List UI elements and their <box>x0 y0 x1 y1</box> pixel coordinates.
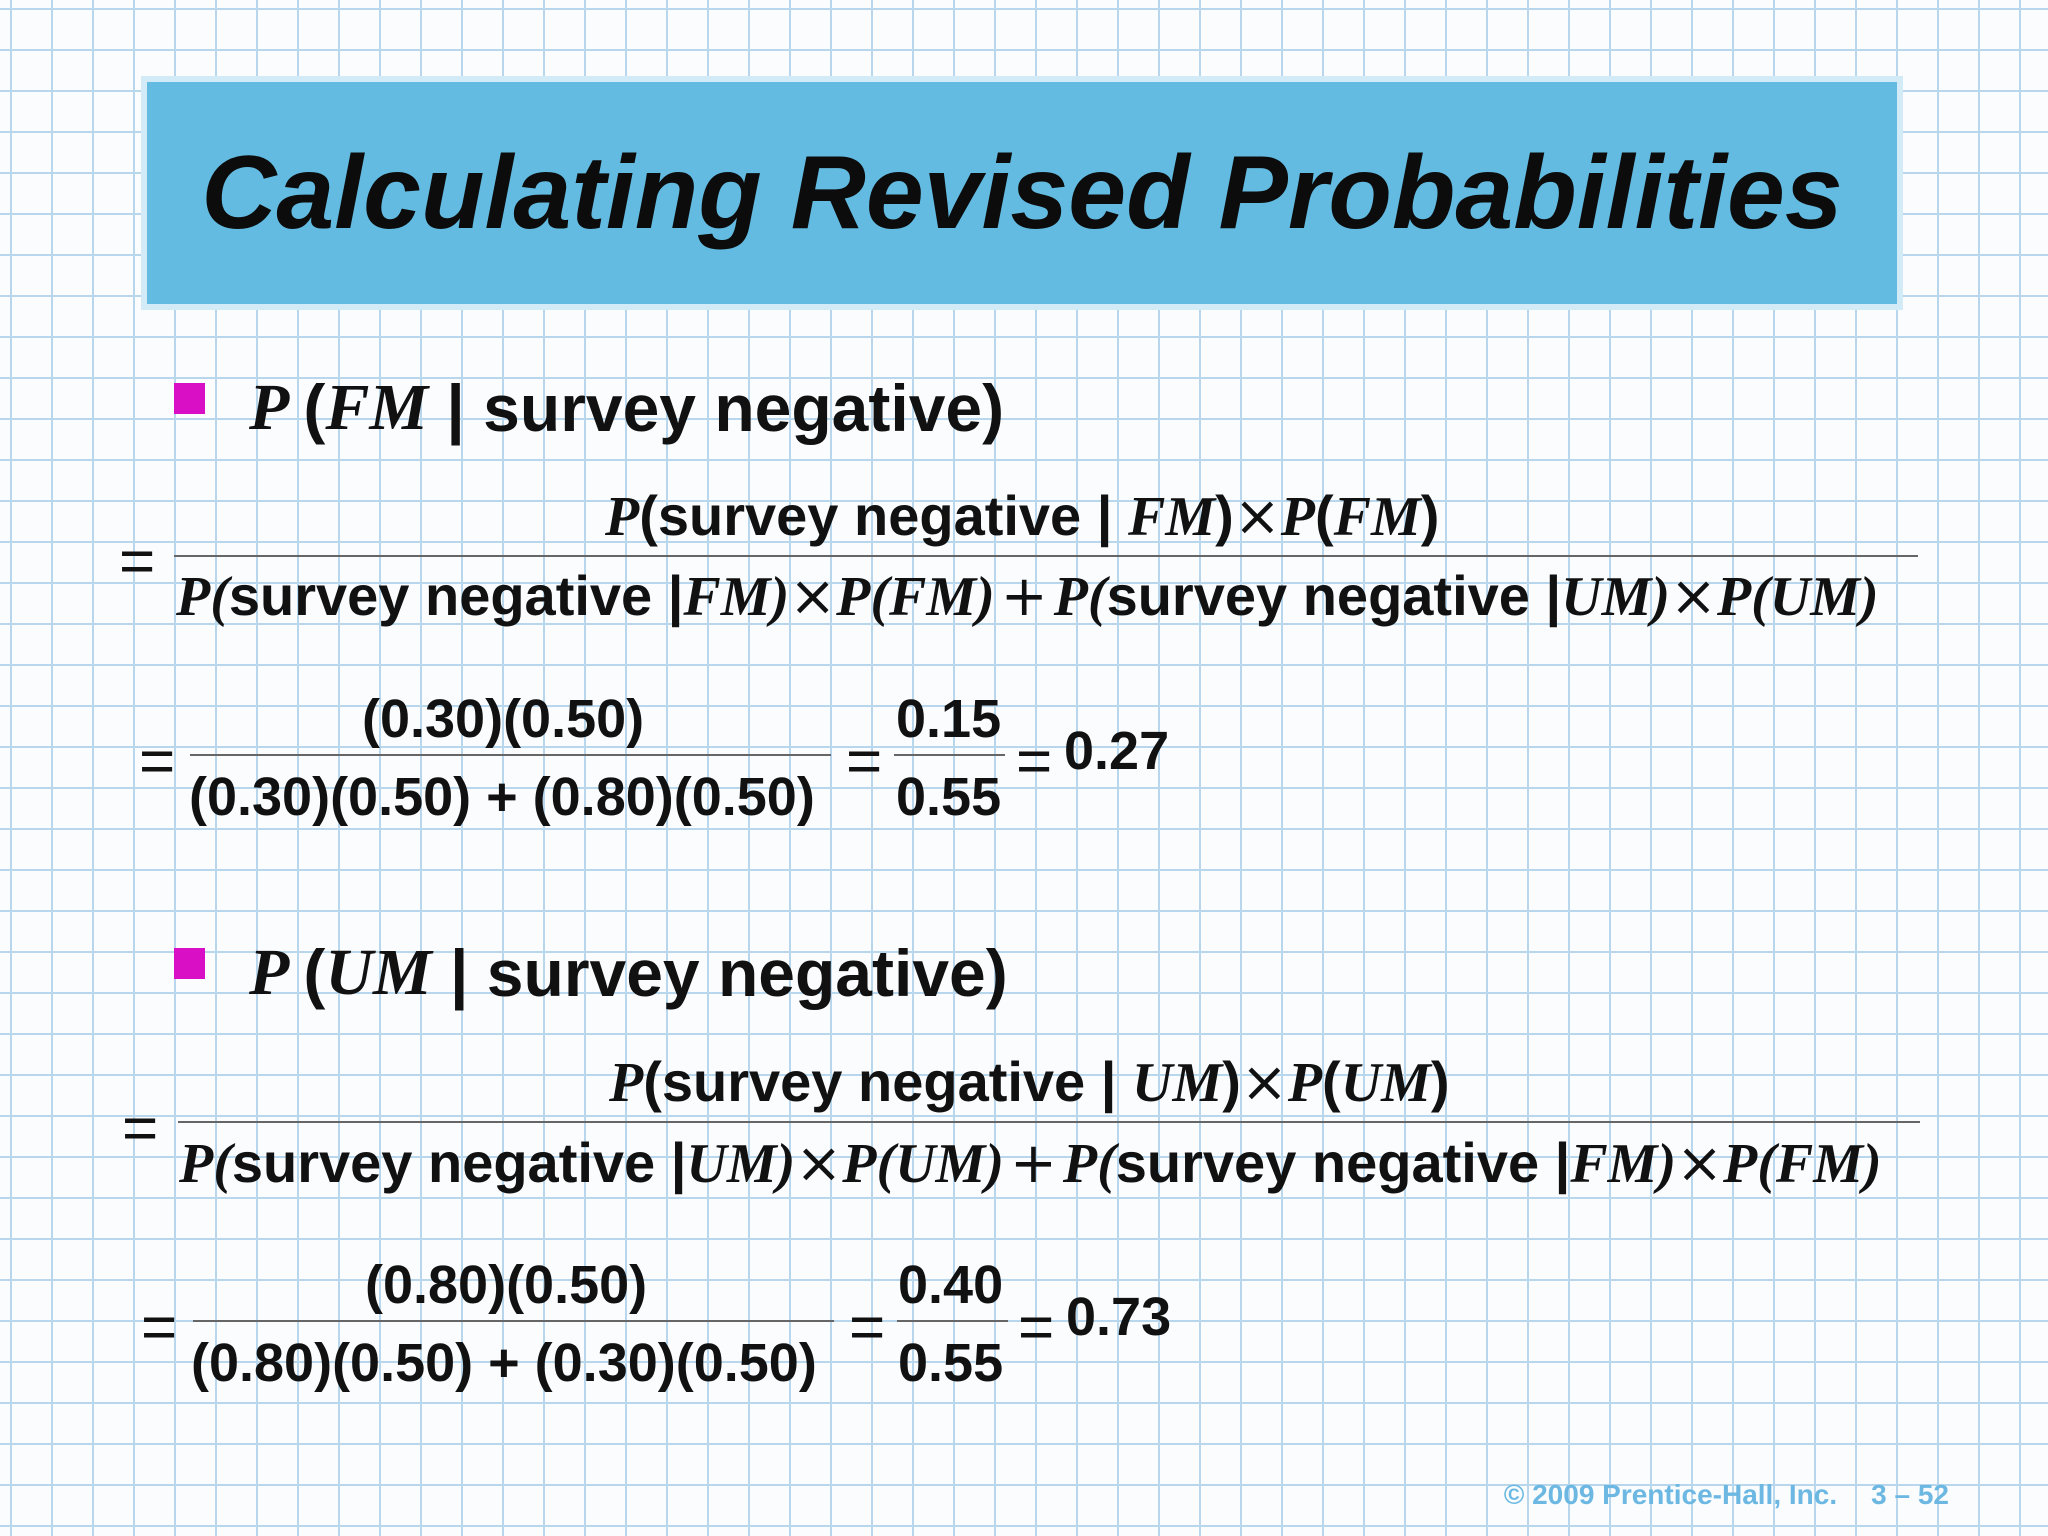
calc-numerator: (0.30)(0.50) <box>362 689 645 749</box>
den-p2: P(FM) <box>836 566 995 628</box>
times-sign: × <box>789 564 837 629</box>
times-sign: × <box>1240 1050 1288 1115</box>
den-p2: P(UM) <box>842 1133 1004 1195</box>
formula-numerator: P(survey negative | FM)×P(FM) <box>605 486 1439 548</box>
equals-sign: = <box>122 1094 159 1163</box>
num-t1: (survey negative | <box>643 1050 1132 1113</box>
result-value: 0.73 <box>1066 1287 1172 1347</box>
num-v1: FM <box>1128 486 1216 548</box>
bullet-square-icon <box>174 382 205 414</box>
heading-var: UM <box>325 936 432 1009</box>
result-value: 0.27 <box>1064 721 1170 781</box>
times-sign: × <box>795 1131 843 1196</box>
heading-rest: | survey negative) <box>428 371 1005 445</box>
den-p3: P( <box>1053 566 1107 628</box>
equals-sign: = <box>119 527 156 596</box>
den-t2: survey negative | <box>1106 564 1562 627</box>
den-v2: UM) <box>1561 566 1671 628</box>
times-sign: × <box>1676 1131 1724 1196</box>
plus-sign: + <box>1000 564 1048 629</box>
fraction-bar <box>193 1320 834 1322</box>
copyright-text: © 2009 Prentice-Hall, Inc. <box>1503 1479 1838 1510</box>
fraction-bar <box>894 754 1005 756</box>
equals-sign: = <box>139 727 176 796</box>
calc-numerator-2: 0.15 <box>896 689 1002 749</box>
num-v1: UM <box>1132 1052 1223 1114</box>
num-p2: P <box>1280 486 1315 548</box>
heading-fm-given-negative: P ( FM | survey negative) <box>174 370 1004 446</box>
fraction-bar <box>174 555 1918 557</box>
calc-denominator: (0.80)(0.50) + (0.30)(0.50) <box>191 1333 817 1393</box>
heading-open: ( <box>303 371 326 445</box>
num-t3: ( <box>1314 484 1334 547</box>
calc-numerator-2: 0.40 <box>898 1255 1004 1315</box>
num-p1: P <box>609 1052 644 1114</box>
slide-title: Calculating Revised Probabilities <box>201 134 1843 251</box>
heading-p: P <box>249 936 290 1009</box>
plus-sign: + <box>1009 1131 1057 1196</box>
num-t2: ) <box>1222 1050 1241 1113</box>
den-p3: P( <box>1062 1133 1116 1195</box>
num-t4: ) <box>1430 1050 1450 1113</box>
num-t2: ) <box>1215 484 1234 547</box>
heading-open: ( <box>303 936 326 1010</box>
heading-p: P <box>249 371 290 444</box>
calc-denominator: (0.30)(0.50) + (0.80)(0.50) <box>189 767 815 827</box>
den-p4: P(FM) <box>1723 1133 1882 1195</box>
equals-sign: = <box>1018 1293 1055 1362</box>
equals-sign: = <box>849 1293 886 1362</box>
equals-sign: = <box>846 727 883 796</box>
page-number: 3 – 52 <box>1871 1479 1949 1510</box>
equals-sign: = <box>1016 727 1053 796</box>
calc-denominator-2: 0.55 <box>898 1333 1004 1393</box>
heading-um-given-negative: P ( UM | survey negative) <box>174 935 1008 1011</box>
den-v1: FM) <box>683 566 790 628</box>
fraction-bar <box>190 754 831 756</box>
formula-numerator: P(survey negative | UM)×P(UM) <box>609 1052 1450 1114</box>
num-t1: (survey negative | <box>639 484 1128 547</box>
fraction-bar <box>897 1320 1008 1322</box>
den-v2: FM) <box>1570 1133 1677 1195</box>
calc-numerator: (0.80)(0.50) <box>365 1255 648 1315</box>
formula-denominator: P(survey negative |FM)×P(FM) + P(survey ne… <box>176 566 1879 628</box>
bullet-square-icon <box>174 947 205 979</box>
times-sign: × <box>1670 564 1717 629</box>
heading-var: FM <box>325 371 429 444</box>
formula-denominator: P(survey negative |UM)×P(UM) + P(survey ne… <box>179 1133 1882 1195</box>
equals-sign: = <box>141 1293 178 1362</box>
den-t1: survey negative | <box>228 564 684 627</box>
slide-footer: © 2009 Prentice-Hall, Inc. 3 – 52 <box>1504 1479 1949 1511</box>
den-p1: P( <box>179 1133 232 1195</box>
num-t4: ) <box>1420 484 1440 547</box>
den-v1: UM) <box>686 1133 796 1195</box>
den-p1: P( <box>176 566 229 628</box>
num-p2: P <box>1287 1052 1323 1114</box>
title-banner: Calculating Revised Probabilities <box>141 76 1903 310</box>
num-v2: UM <box>1340 1052 1431 1114</box>
heading-rest: | survey negative) <box>431 936 1008 1010</box>
num-t3: ( <box>1322 1050 1341 1113</box>
num-p1: P <box>605 486 640 548</box>
fraction-bar <box>178 1121 1920 1123</box>
den-t2: survey negative | <box>1115 1131 1571 1194</box>
den-t1: survey negative | <box>231 1131 687 1194</box>
den-p4: P(UM) <box>1716 566 1879 628</box>
num-v2: FM <box>1333 486 1421 548</box>
calc-denominator-2: 0.55 <box>896 767 1002 827</box>
times-sign: × <box>1233 484 1281 549</box>
